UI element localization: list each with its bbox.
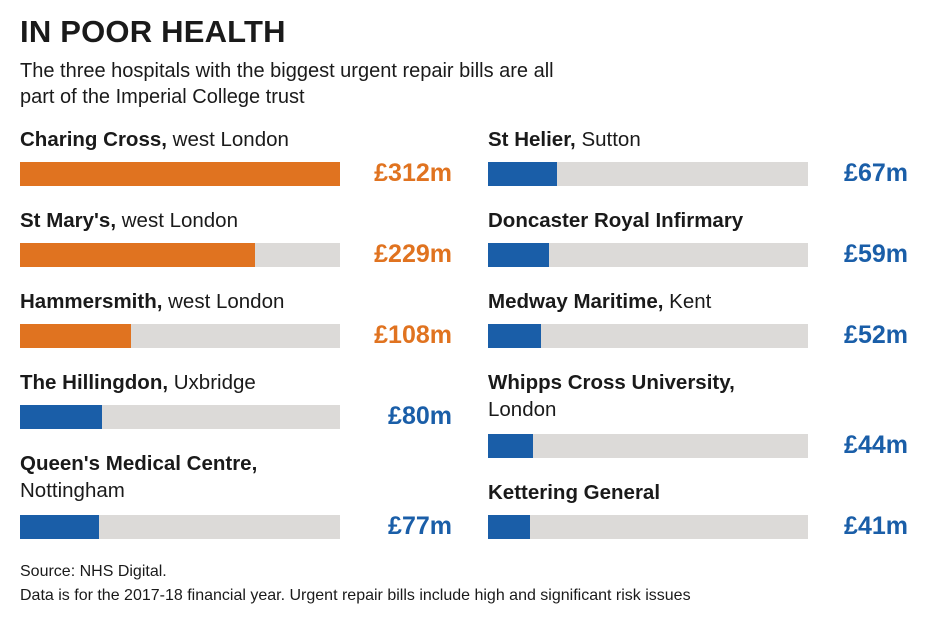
hospital-item: The Hillingdon, Uxbridge £80m [20,369,452,430]
bar-value-label: £312m [374,159,452,187]
hospital-name: Kettering General [488,481,661,504]
bar-value-label: £44m [844,431,908,459]
bar [488,434,533,458]
bar [20,324,131,348]
bar [20,405,102,429]
hospital-location: Kent [669,290,712,313]
bar-track [488,434,808,458]
bar-row: £229m [20,240,452,270]
hospital-name: Whipps Cross University, [488,371,735,394]
bar-row: £52m [488,321,908,351]
bar-row: £41m [488,512,908,542]
bar-track [20,515,340,539]
hospital-name: Charing Cross, [20,128,167,151]
bar-track [20,405,340,429]
hospital-location: Sutton [581,128,641,151]
bar [488,324,541,348]
bar-row: £44m [488,431,908,461]
bar-row: £108m [20,321,452,351]
hospital-label: Whipps Cross University, London [488,369,908,423]
hospital-location: London [488,398,557,421]
bar-value-label: £67m [844,159,908,187]
bar-value-label: £80m [388,402,452,430]
hospital-item: Whipps Cross University, London £44m [488,369,908,459]
hospital-name: Medway Maritime, [488,290,664,313]
bar-value-label: £59m [844,240,908,268]
bar-track [488,243,808,267]
hospital-location: west London [121,209,238,232]
hospital-label: St Mary's, west London [20,207,452,234]
bar [20,515,99,539]
hospital-item: St Mary's, west London £229m [20,207,452,268]
hospital-item: Doncaster Royal Infirmary £59m [488,207,908,268]
bar-track [488,324,808,348]
hospital-location: Uxbridge [173,371,256,394]
hospital-name: Queen's Medical Centre, [20,452,258,475]
hospital-label: Medway Maritime, Kent [488,288,908,315]
chart-title: IN POOR HEALTH [20,14,286,49]
hospital-item: Charing Cross, west London £312m [20,126,452,187]
hospital-item: Medway Maritime, Kent £52m [488,288,908,349]
bar-track [488,515,808,539]
hospital-item: Queen's Medical Centre, Nottingham £77m [20,450,452,540]
bar-track [488,162,808,186]
hospital-label: The Hillingdon, Uxbridge [20,369,452,396]
hospital-location: west London [172,128,289,151]
bar-row: £80m [20,402,452,432]
hospital-item: St Helier, Sutton £67m [488,126,908,187]
hospital-item: Hammersmith, west London £108m [20,288,452,349]
bar-value-label: £108m [374,321,452,349]
hospital-label: St Helier, Sutton [488,126,908,153]
source-line: Source: NHS Digital. [20,563,167,580]
bar-value-label: £229m [374,240,452,268]
hospital-name: Doncaster Royal Infirmary [488,209,744,232]
bar-track [20,162,340,186]
hospital-item: Kettering General £41m [488,479,908,540]
data-note-line: Data is for the 2017-18 financial year. … [20,587,691,604]
bar-track [20,324,340,348]
bar-value-label: £52m [844,321,908,349]
bar-track [20,243,340,267]
bar [20,243,255,267]
bar-value-label: £77m [388,512,452,540]
hospital-name: St Mary's, [20,209,117,232]
bar [488,515,530,539]
hospital-label: Kettering General [488,479,908,506]
source-note: Source: NHS Digital. Data is for the 201… [20,560,691,608]
bar-row: £77m [20,512,452,542]
bar-row: £59m [488,240,908,270]
bar [488,162,557,186]
hospital-label: Doncaster Royal Infirmary [488,207,908,234]
hospital-location: west London [168,290,285,313]
hospital-name: Hammersmith, [20,290,163,313]
bar [20,162,340,186]
hospital-location: Nottingham [20,479,125,502]
hospital-name: St Helier, [488,128,576,151]
bar-row: £312m [20,159,452,189]
bar [488,243,549,267]
hospital-label: Charing Cross, west London [20,126,452,153]
chart-subtitle: The three hospitals with the biggest urg… [20,60,554,108]
bar-value-label: £41m [844,512,908,540]
hospital-name: The Hillingdon, [20,371,169,394]
hospital-label: Queen's Medical Centre, Nottingham [20,450,452,504]
bar-row: £67m [488,159,908,189]
hospital-label: Hammersmith, west London [20,288,452,315]
